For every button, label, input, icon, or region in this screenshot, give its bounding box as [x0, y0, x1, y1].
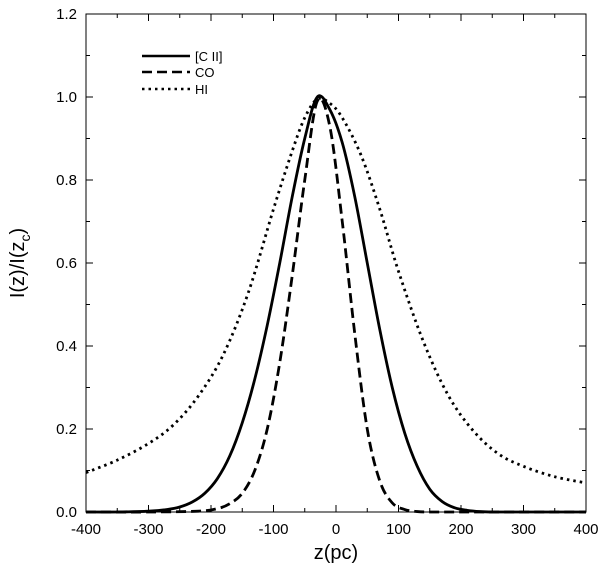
y-axis-title-close: )	[7, 228, 29, 235]
x-tick-label: 200	[448, 521, 473, 538]
x-tick-label: 400	[573, 521, 598, 538]
y-tick-label: 0.0	[56, 504, 77, 521]
y-tick-label: 1.2	[56, 6, 77, 23]
y-tick-label: 0.6	[56, 255, 77, 272]
x-tick-label: -200	[196, 521, 226, 538]
x-axis-title: z(pc)	[314, 542, 358, 564]
x-tick-label: 100	[386, 521, 411, 538]
legend: [C II] CO HI	[142, 49, 222, 97]
y-axis-title-main: I(z)/I(z	[7, 242, 29, 299]
x-tick-label: -300	[133, 521, 163, 538]
legend-label-cii: [C II]	[195, 49, 222, 64]
y-tick-label: 1.0	[56, 89, 77, 106]
plot-frame	[85, 13, 587, 513]
ticks: -400 -300 -200 -100 0 100 200 300 400 0.0 0.2 0.4 0.…	[56, 6, 598, 538]
series-cii-line	[85, 94, 586, 514]
y-axis-title-sub: c	[17, 235, 33, 242]
x-tick-label: 0	[332, 521, 340, 538]
legend-label-hi: HI	[195, 82, 208, 97]
legend-label-co: CO	[195, 65, 215, 80]
y-axis-title: I(z)/I(zc)	[7, 228, 33, 298]
series-hi-line	[85, 96, 587, 485]
y-tick-label: 0.8	[56, 172, 77, 189]
x-tick-label: 300	[511, 521, 536, 538]
y-tick-label: 0.4	[56, 338, 77, 355]
series-co-line	[85, 97, 586, 514]
y-tick-label: 0.2	[56, 421, 77, 438]
x-tick-label: -400	[71, 521, 101, 538]
x-tick-label: -100	[258, 521, 288, 538]
series-layer	[85, 94, 587, 514]
